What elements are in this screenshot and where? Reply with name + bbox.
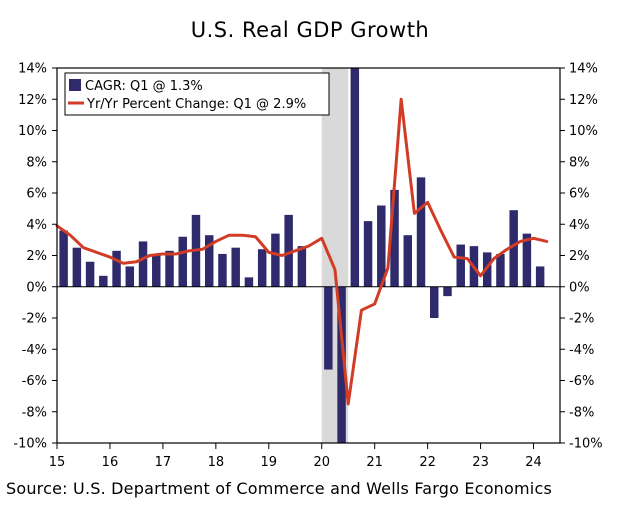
cagr-bar (390, 189, 399, 287)
cagr-bar (377, 205, 386, 287)
y-tick-label: 12% (18, 93, 47, 108)
y-tick-label: 6% (569, 187, 590, 202)
cagr-bar (443, 286, 452, 297)
cagr-bar (244, 277, 254, 287)
y-tick-label: 8% (26, 155, 47, 170)
y-axis-left: -10% -8% -6% -4% -2% 0% 2% 4% 6% 8% 10% 12% 14% (13, 62, 57, 452)
y-tick-label: -8% (569, 405, 594, 420)
x-axis: 15 16 17 18 19 20 21 22 23 24 (49, 443, 542, 470)
yoy-percent-change-line (55, 97, 549, 406)
x-tick-label: 20 (313, 455, 330, 470)
cagr-bar (324, 286, 333, 370)
y-tick-label: 0% (26, 280, 47, 295)
y-tick-label: 2% (26, 249, 47, 264)
y-tick-label: 0% (569, 280, 590, 295)
cagr-bar (231, 247, 240, 287)
cagr-bar (85, 261, 95, 287)
y-tick-label: 8% (569, 155, 590, 170)
legend-box (64, 72, 330, 116)
cagr-bar (284, 214, 293, 287)
x-tick-label: 16 (102, 455, 119, 470)
cagr-bar (99, 275, 108, 287)
y-tick-label: -2% (22, 312, 47, 327)
cagr-bar (138, 241, 148, 287)
y-tick-label: -6% (569, 374, 594, 389)
cagr-bar (165, 250, 174, 287)
cagr-bar (271, 233, 280, 287)
y-tick-label: -10% (569, 437, 603, 452)
cagr-bar (337, 286, 346, 443)
y-axis-right: -10% -8% -6% -4% -2% 0% 2% 4% 6% 8% 10% 12% 14% (560, 62, 603, 452)
x-tick-label: 15 (49, 455, 66, 470)
legend: CAGR: Q1 @ 1.3% Yr/Yr Percent Change: Q1 … (64, 72, 330, 116)
cagr-bar (178, 236, 187, 287)
cagr-bar (204, 235, 214, 287)
legend-swatch-cagr (69, 79, 81, 91)
x-tick-label: 21 (366, 455, 383, 470)
yoy-line-layer (55, 97, 549, 406)
x-tick-label: 17 (155, 455, 172, 470)
cagr-bar (535, 266, 545, 287)
y-tick-label: -2% (569, 312, 594, 327)
cagr-bar (522, 233, 532, 287)
cagr-bar (125, 266, 135, 287)
y-tick-label: -6% (22, 374, 47, 389)
cagr-bar (152, 255, 161, 287)
y-tick-label: 4% (569, 218, 590, 233)
source-note: Source: U.S. Department of Commerce and … (6, 479, 552, 498)
x-tick-label: 18 (208, 455, 225, 470)
y-tick-label: 14% (569, 62, 598, 77)
y-tick-label: 14% (18, 62, 47, 77)
cagr-bar (72, 247, 82, 287)
y-tick-label: -10% (13, 437, 47, 452)
cagr-bar (403, 235, 413, 287)
cagr-bar (430, 286, 439, 318)
cagr-bar (456, 244, 465, 287)
y-tick-label: -4% (22, 343, 47, 358)
cagr-bar (257, 249, 267, 287)
x-tick-label: 24 (525, 455, 542, 470)
x-tick-label: 22 (419, 455, 436, 470)
y-tick-label: 2% (569, 249, 590, 264)
cagr-bar (509, 210, 518, 287)
legend-label-yoy: Yr/Yr Percent Change: Q1 @ 2.9% (86, 97, 306, 112)
cagr-bars-layer (59, 68, 545, 443)
x-tick-label: 19 (261, 455, 278, 470)
legend-label-cagr: CAGR: Q1 @ 1.3% (85, 79, 203, 94)
cagr-bar (59, 230, 68, 287)
cagr-bar (297, 246, 307, 287)
cagr-bar (112, 250, 121, 287)
y-tick-label: -8% (22, 405, 47, 420)
y-tick-label: 10% (569, 124, 598, 139)
y-tick-label: 12% (569, 93, 598, 108)
cagr-bar (350, 68, 360, 287)
cagr-bar (218, 253, 227, 287)
cagr-bar (496, 253, 505, 287)
y-tick-label: 6% (26, 187, 47, 202)
y-tick-label: 10% (18, 124, 47, 139)
y-tick-label: -4% (569, 343, 594, 358)
x-tick-label: 23 (472, 455, 489, 470)
cagr-bar (363, 221, 373, 287)
cagr-bar (416, 177, 426, 287)
y-tick-label: 4% (26, 218, 47, 233)
chart-title: U.S. Real GDP Growth (190, 18, 430, 42)
